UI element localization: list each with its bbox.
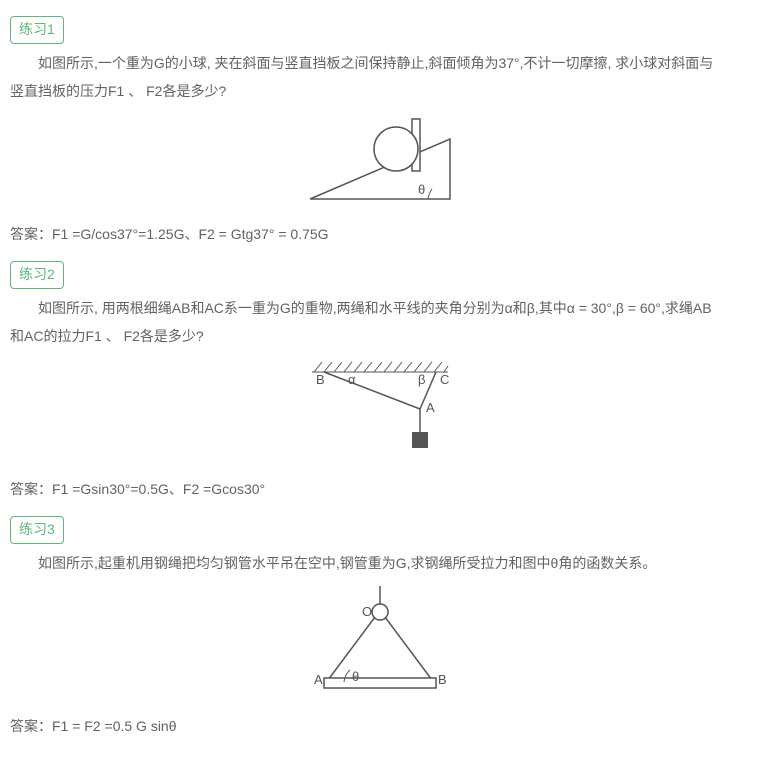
exercise-badge: 练习2 [10,261,64,289]
answer-text: 答案：F1 =G/cos37°=1.25G、F2 = Gtg37° = 0.75… [10,223,750,247]
exercise-block: 练习3 如图所示,起重机用钢绳把均匀钢管水平吊在空中,钢管重为G,求钢绳所受拉力… [10,512,750,739]
label-b: B [438,672,447,687]
question-text: 如图所示,一个重为G的小球, 夹在斜面与竖直挡板之间保持静止,斜面倾角为37°,… [10,52,750,76]
label-a: A [314,672,323,687]
label-theta: θ [352,669,359,684]
answer-text: 答案：F1 = F2 =0.5 G sinθ [10,715,750,739]
question-text: 竖直挡板的压力F1 、 F2各是多少? [10,80,750,104]
exercise-block: 练习1 如图所示,一个重为G的小球, 夹在斜面与竖直挡板之间保持静止,斜面倾角为… [10,12,750,247]
exercise-badge: 练习3 [10,516,64,544]
label-alpha: α [348,372,356,387]
question-text: 如图所示, 用两根细绳AB和AC系一重为G的重物,两绳和水平线的夹角分别为α和β… [10,297,750,321]
theta-label: θ [418,182,425,197]
label-b: B [316,372,325,387]
exercise-badge: 练习1 [10,16,64,44]
label-c: C [440,372,449,387]
exercise-block: 练习2 如图所示, 用两根细绳AB和AC系一重为G的重物,两绳和水平线的夹角分别… [10,257,750,502]
question-text: 和AC的拉力F1 、 F2各是多少? [10,325,750,349]
figure: θ [10,109,750,217]
figure: O A B θ [10,582,750,710]
label-o: O [362,604,372,619]
answer-text: 答案：F1 =Gsin30°=0.5G、F2 =Gcos30° [10,478,750,502]
figure: B C A α β [10,354,750,472]
label-beta: β [418,372,425,387]
question-text: 如图所示,起重机用钢绳把均匀钢管水平吊在空中,钢管重为G,求钢绳所受拉力和图中θ… [10,552,750,576]
label-a: A [426,400,435,415]
